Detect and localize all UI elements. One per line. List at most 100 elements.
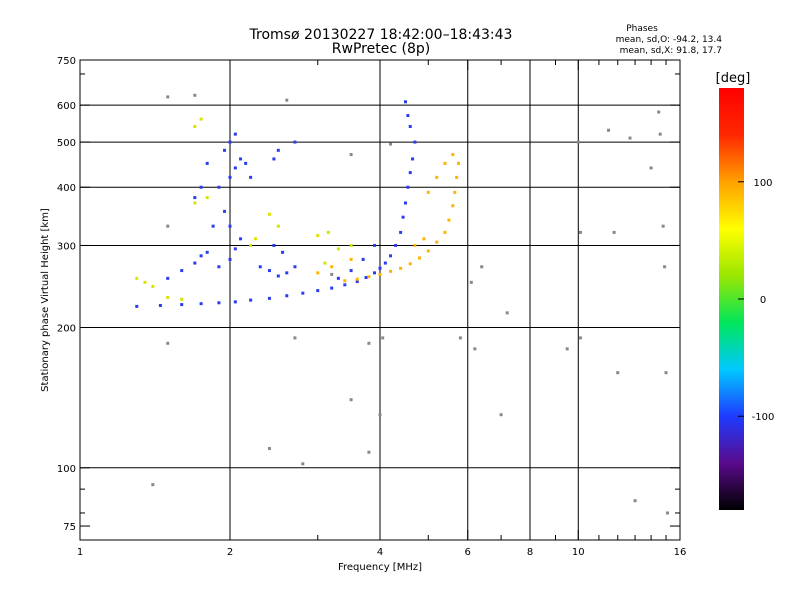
series-group: [135, 117, 353, 301]
data-point: [233, 132, 237, 136]
data-point: [422, 237, 426, 241]
data-point: [658, 132, 662, 136]
x-tick-label: 8: [527, 547, 533, 558]
data-point: [578, 336, 582, 340]
chart-subtitle: RwPretec (8p): [332, 41, 430, 57]
data-point: [193, 93, 197, 97]
data-point: [401, 215, 405, 219]
data-point: [276, 274, 280, 278]
data-point: [205, 196, 209, 200]
data-point: [244, 161, 248, 165]
data-point: [453, 190, 457, 194]
data-point: [253, 237, 257, 241]
data-point: [249, 243, 253, 247]
data-point: [233, 166, 237, 170]
data-point: [233, 300, 237, 304]
data-point: [367, 341, 371, 345]
data-point: [336, 247, 340, 251]
data-point: [443, 230, 447, 234]
data-point: [316, 234, 320, 238]
data-point: [151, 483, 155, 487]
data-point: [576, 140, 580, 144]
data-point: [578, 230, 582, 234]
data-point: [135, 304, 139, 308]
y-tick-label: 400: [57, 183, 76, 194]
y-tick-label: 200: [57, 324, 76, 335]
data-point: [166, 224, 170, 228]
data-point: [355, 277, 359, 281]
data-point: [323, 261, 327, 265]
data-point: [166, 95, 170, 99]
data-point: [443, 161, 447, 165]
data-point: [413, 243, 417, 247]
data-point: [505, 311, 509, 315]
data-point: [411, 157, 415, 161]
x-tick-label: 1: [77, 547, 83, 558]
data-point: [665, 511, 669, 515]
data-point: [267, 296, 271, 300]
data-point: [373, 271, 377, 275]
data-point: [285, 98, 289, 102]
data-point: [343, 279, 347, 283]
data-point: [228, 175, 232, 179]
data-point: [408, 171, 412, 175]
data-point: [199, 185, 203, 189]
data-point: [399, 230, 403, 234]
data-point: [223, 209, 227, 213]
data-point: [205, 161, 209, 165]
data-point: [406, 185, 410, 189]
x-tick-label: 16: [674, 547, 687, 558]
y-tick-label: 600: [57, 101, 76, 112]
data-point: [426, 249, 430, 253]
data-point: [355, 280, 359, 284]
data-point: [276, 224, 280, 228]
data-point: [166, 341, 170, 345]
data-point: [612, 230, 616, 234]
data-point: [426, 190, 430, 194]
data-point: [367, 275, 371, 279]
data-point: [151, 284, 155, 288]
data-point: [205, 250, 209, 254]
data-point: [361, 257, 365, 261]
data-point: [349, 398, 353, 402]
data-point: [628, 136, 632, 140]
data-point: [399, 266, 403, 270]
series-group: [151, 93, 669, 515]
data-point: [211, 224, 215, 228]
data-point: [451, 204, 455, 208]
data-point: [193, 261, 197, 265]
data-point: [285, 271, 289, 275]
data-point: [272, 243, 276, 247]
x-tick-label: 2: [227, 547, 233, 558]
data-point: [330, 272, 334, 276]
data-point: [649, 166, 653, 170]
x-axis-label: Frequency [MHz]: [338, 562, 422, 573]
data-point: [193, 124, 197, 128]
data-point: [451, 153, 455, 157]
data-point: [349, 257, 353, 261]
colorbar-tick-label: -100: [752, 412, 775, 423]
data-point: [193, 201, 197, 205]
plot-frame: [79, 59, 681, 541]
data-point: [435, 240, 439, 244]
data-point: [316, 289, 320, 293]
data-point: [458, 336, 462, 340]
data-point: [217, 185, 221, 189]
data-point: [565, 347, 569, 351]
data-point: [378, 272, 382, 276]
data-point: [389, 142, 393, 146]
data-point: [249, 298, 253, 302]
data-point: [457, 161, 461, 165]
data-point: [276, 148, 280, 152]
data-point: [408, 124, 412, 128]
data-point: [633, 499, 637, 503]
data-point: [293, 265, 297, 269]
data-point: [217, 265, 221, 269]
y-tick-label: 750: [57, 56, 76, 67]
series-group: [316, 153, 461, 283]
data-point: [349, 269, 353, 273]
data-point: [267, 447, 271, 451]
y-axis-label: Stationary phase Virtual Height [km]: [40, 208, 51, 392]
colorbar-tick-label: 100: [753, 178, 772, 189]
